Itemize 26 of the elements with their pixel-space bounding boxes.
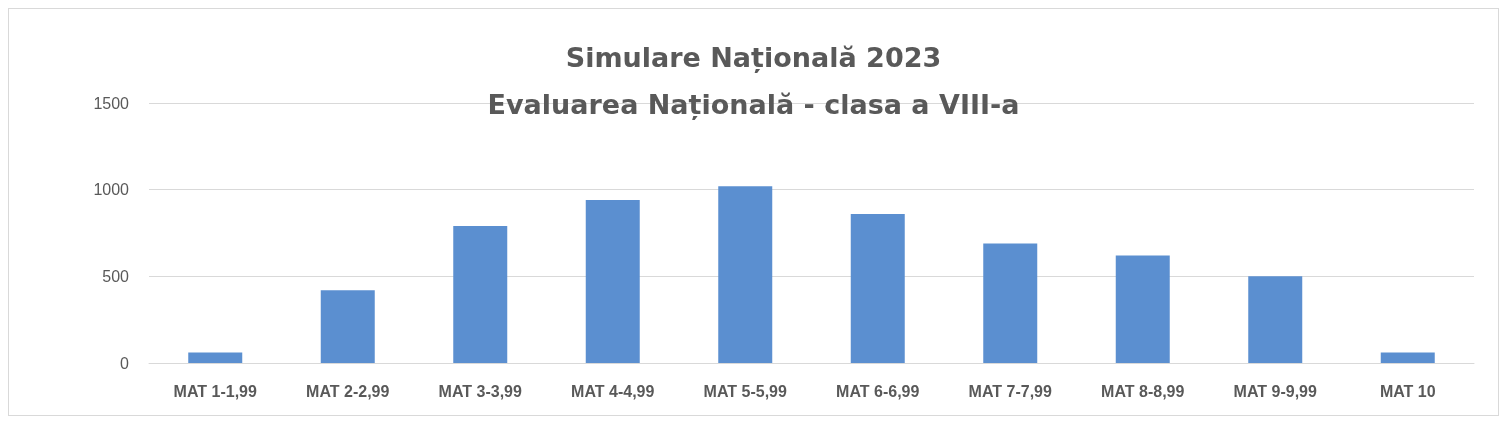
bar [850, 213, 905, 363]
y-tick-label: 0 [120, 354, 130, 372]
y-tick-label: 1500 [93, 94, 130, 112]
x-tick-label: MAT 5-5,99 [703, 382, 787, 400]
chart-subtitle: Evaluarea Națională - clasa a VIII-a [487, 89, 1020, 120]
bar [1115, 255, 1170, 363]
x-tick-label: MAT 8-8,99 [1101, 382, 1185, 400]
y-tick-label: 1000 [93, 181, 130, 199]
x-tick-label: MAT 7-7,99 [968, 382, 1052, 400]
bar [453, 226, 508, 363]
x-tick-label: MAT 2-2,99 [306, 382, 390, 400]
y-tick-label: 500 [102, 267, 130, 285]
bar [188, 352, 243, 363]
x-tick-label: MAT 4-4,99 [571, 382, 655, 400]
x-tick-label: MAT 3-3,99 [438, 382, 522, 400]
bar [320, 290, 375, 363]
bar [1380, 352, 1435, 363]
x-tick-label: MAT 9-9,99 [1233, 382, 1317, 400]
x-tick-label: MAT 6-6,99 [836, 382, 920, 400]
bar [983, 243, 1038, 363]
bar [1248, 276, 1303, 363]
bar [718, 186, 773, 363]
x-tick-label: MAT 10 [1379, 382, 1436, 400]
x-tick-label: MAT 1-1,99 [173, 382, 257, 400]
chart-title: Simulare Națională 2023 [565, 42, 942, 73]
bar [585, 200, 640, 363]
